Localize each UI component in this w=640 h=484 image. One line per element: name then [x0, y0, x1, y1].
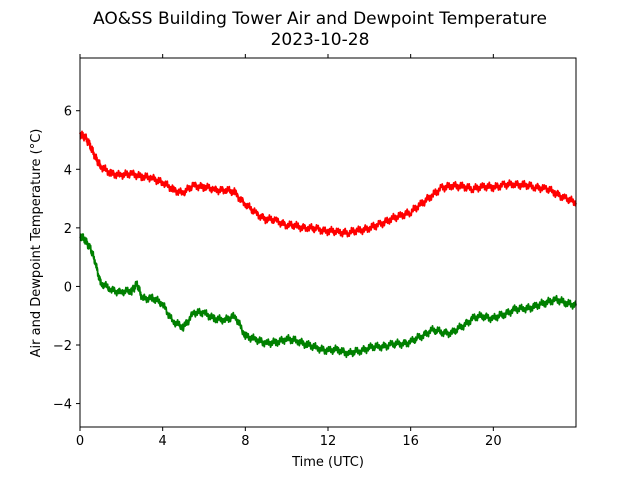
- x-tick-label: 4: [159, 434, 167, 449]
- x-tick-label: 16: [402, 434, 419, 449]
- y-axis: −4 −2 0 2 4 6: [53, 105, 80, 413]
- series-line-1: [79, 233, 577, 359]
- x-tick-label: 0: [76, 434, 84, 449]
- y-tick-label: −4: [53, 398, 72, 413]
- x-axis: 0 4 8 12 16 20: [76, 54, 502, 449]
- plot-frame: [79, 57, 577, 428]
- x-tick-label: 12: [320, 434, 337, 449]
- y-tick-label: 6: [64, 105, 72, 120]
- y-tick-label: 2: [64, 222, 72, 237]
- y-tick-label: 0: [64, 280, 72, 295]
- y-tick-label: 4: [64, 163, 72, 178]
- chart-subtitle: 2023-10-28: [271, 30, 370, 50]
- x-tick-label: 8: [241, 434, 249, 449]
- y-axis-label: Air and Dewpoint Temperature (°C): [29, 129, 44, 358]
- x-axis-label: Time (UTC): [291, 455, 364, 470]
- y-tick-label: −2: [53, 339, 72, 354]
- x-tick-label: 20: [485, 434, 502, 449]
- series-line-0: [79, 130, 577, 238]
- series-layer: [79, 130, 577, 359]
- chart-title: AO&SS Building Tower Air and Dewpoint Te…: [93, 9, 547, 29]
